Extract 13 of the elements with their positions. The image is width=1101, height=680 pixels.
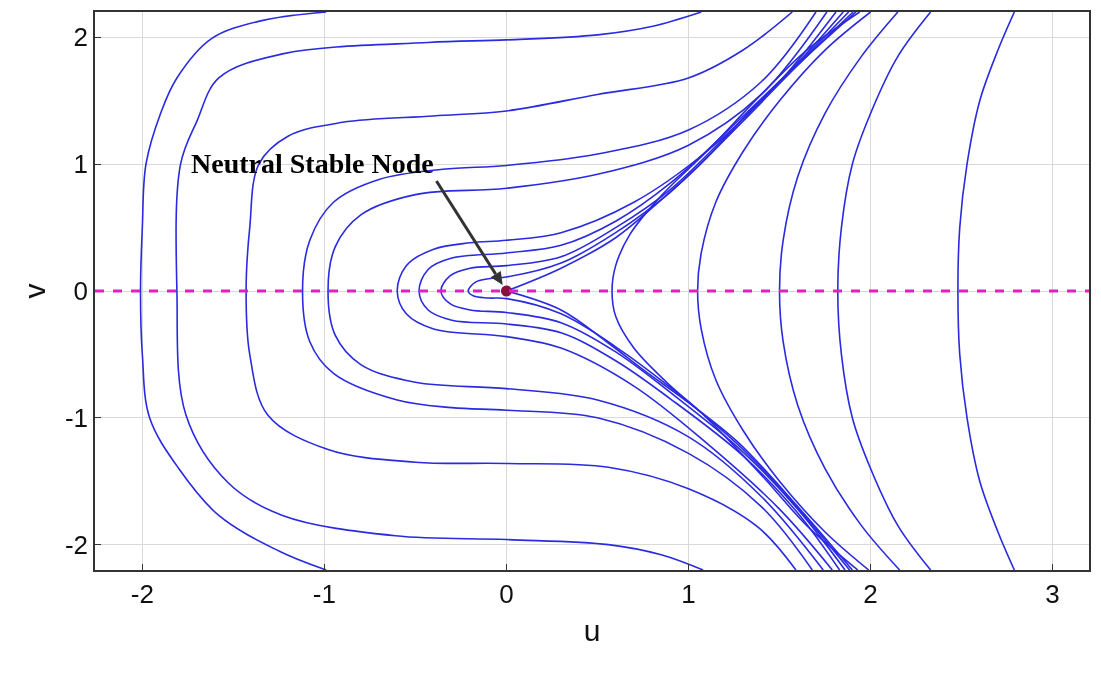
y-tick-label: -2 (64, 529, 89, 560)
y-tick-label: 1 (73, 149, 89, 180)
x-tick-label: 3 (1045, 578, 1060, 609)
y-axis-title: v (18, 283, 52, 299)
x-tick-label: 0 (499, 578, 514, 609)
x-tick-label: -1 (312, 578, 336, 609)
y-tick-label: 2 (73, 22, 89, 53)
y-tick-label: 0 (73, 276, 89, 307)
x-tick-label: -2 (130, 578, 154, 609)
y-tick-label: -1 (64, 402, 89, 433)
x-tick-label: 2 (863, 578, 878, 609)
x-axis-title: u (583, 613, 601, 647)
x-tick-label: 1 (681, 578, 696, 609)
